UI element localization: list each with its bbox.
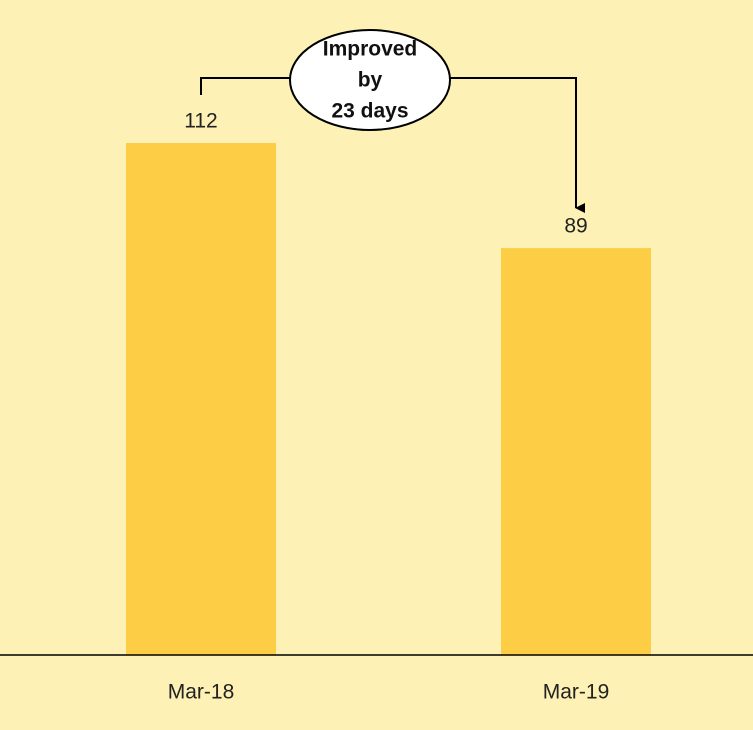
- annotation-line: 23 days: [331, 100, 408, 123]
- value-label: 112: [184, 110, 217, 133]
- bar: [501, 248, 651, 655]
- annotation-line: Improved: [323, 38, 418, 61]
- annotation-line: by: [358, 69, 383, 92]
- annotation-bubble: [289, 29, 451, 131]
- x-tick-label: Mar-18: [168, 681, 235, 704]
- value-label: 89: [564, 215, 587, 238]
- x-tick-label: Mar-19: [543, 681, 610, 704]
- connector-left: [200, 77, 292, 95]
- connector-right: [448, 77, 585, 213]
- bar: [126, 143, 276, 655]
